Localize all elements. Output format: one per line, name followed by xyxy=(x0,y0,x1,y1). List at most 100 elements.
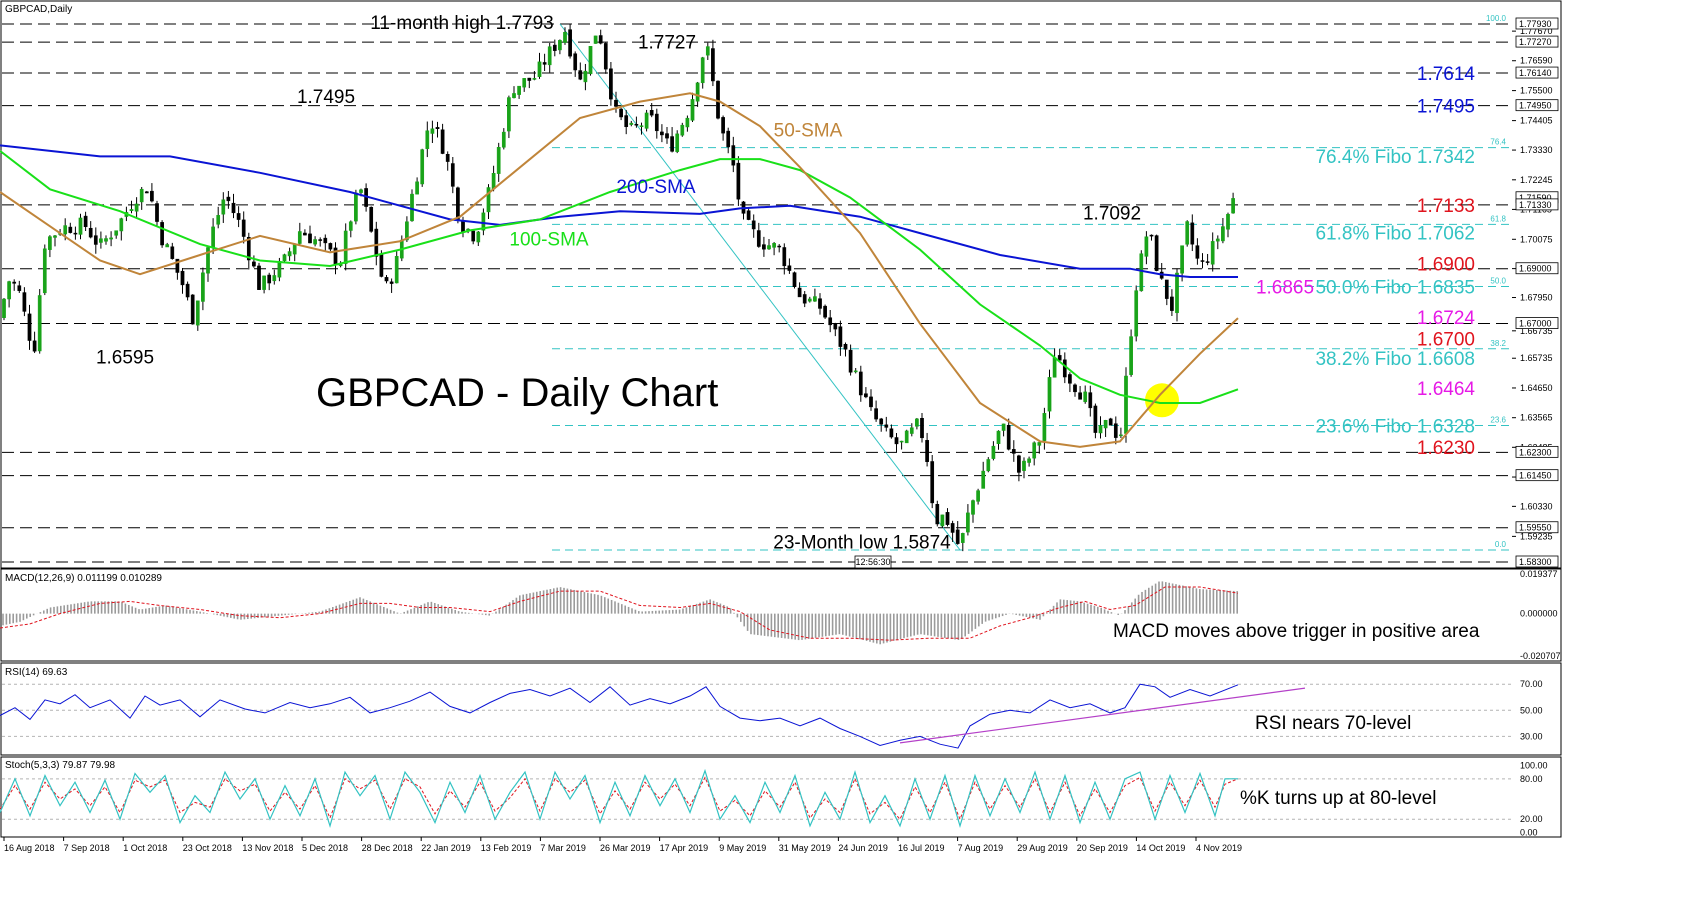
chart-annotation-label: 1.6595 xyxy=(96,347,154,368)
candle-body xyxy=(966,512,970,533)
price-axis: 1.77670 1.76590 1.75500 1.74405 1.73330 1.722… xyxy=(1512,17,1559,568)
candle-body xyxy=(476,231,481,243)
candle-body xyxy=(838,326,843,347)
rsi-annotation: RSI nears 70-level xyxy=(1255,713,1411,734)
candle-body xyxy=(583,70,588,83)
candle-body xyxy=(384,277,389,282)
candle-body xyxy=(976,490,980,502)
candle-body xyxy=(920,417,924,439)
candle-body xyxy=(491,172,496,190)
candle-body xyxy=(348,221,353,231)
price-level-box-label: 1.77270 xyxy=(1519,37,1552,47)
rsi-tick-label: 70.00 xyxy=(1520,679,1543,689)
candle-body xyxy=(996,430,1001,444)
candle-body xyxy=(1078,392,1082,400)
candle-body xyxy=(318,239,323,241)
candle-body xyxy=(1088,392,1093,409)
date-tick-label: 31 May 2019 xyxy=(779,843,831,853)
date-tick-label: 24 Jun 2019 xyxy=(838,843,888,853)
chart-annotation-label: 1.7727 xyxy=(638,32,696,53)
candle-body xyxy=(598,35,603,44)
candle-body xyxy=(1221,226,1225,242)
candle-body xyxy=(374,228,379,257)
price-tick-label: 1.74405 xyxy=(1520,116,1553,126)
candle-body xyxy=(853,370,858,373)
candle-body xyxy=(471,230,476,242)
candle-body xyxy=(165,244,170,248)
date-tick-label: 16 Jul 2019 xyxy=(898,843,945,853)
candle-body xyxy=(705,46,710,56)
stoch-tick-label: 80.00 xyxy=(1520,774,1543,784)
date-tick-label: 7 Mar 2019 xyxy=(540,843,586,853)
price-tick-label: 1.60330 xyxy=(1520,501,1553,511)
candle-body xyxy=(1149,234,1154,237)
date-tick-label: 7 Sep 2018 xyxy=(64,843,110,853)
candle-body xyxy=(894,437,899,445)
macd-tick-label: 0.000000 xyxy=(1520,609,1558,619)
candle-body xyxy=(573,53,578,71)
candle-body xyxy=(42,248,47,294)
candle-body xyxy=(762,244,766,250)
candle-body xyxy=(670,136,674,152)
candle-body xyxy=(879,418,884,425)
price-tick-label: 1.59235 xyxy=(1520,531,1553,541)
macd-indicator: 0.019377 0.000000 -0.020707 xyxy=(0,569,1561,661)
date-tick-label: 13 Feb 2019 xyxy=(481,843,532,853)
candle-body xyxy=(206,247,210,274)
date-axis: 16 Aug 2018 7 Sep 2018 1 Oct 2018 23 Oct 20… xyxy=(3,837,1242,853)
price-tick-label: 1.67950 xyxy=(1520,293,1553,303)
price-level-box xyxy=(1515,99,1559,112)
candle-body xyxy=(1027,458,1031,463)
candle-body xyxy=(1195,245,1200,259)
candle-body xyxy=(93,235,98,245)
symbol-label: GBPCAD,Daily xyxy=(5,4,72,15)
price-level-box xyxy=(1515,445,1559,458)
chart-annotation-label: 100-SMA xyxy=(509,229,589,250)
candle-body xyxy=(211,226,215,248)
candle-body xyxy=(354,192,358,222)
candle-body xyxy=(328,243,333,250)
price-tick-label: 1.76590 xyxy=(1520,56,1553,66)
candle-body xyxy=(1052,357,1057,378)
chart-annotation-label: 23-Month low 1.5874 xyxy=(773,532,951,553)
candle-body xyxy=(756,230,761,247)
candle-body xyxy=(695,82,700,102)
candle-body xyxy=(1017,455,1021,473)
candle-body xyxy=(797,287,802,298)
candle-body xyxy=(1098,425,1103,434)
candle-body xyxy=(129,209,134,211)
candle-body xyxy=(139,188,144,203)
candle-body xyxy=(1210,241,1215,265)
candle-body xyxy=(170,246,175,259)
price-level-box xyxy=(1515,17,1559,30)
candle-body xyxy=(1042,413,1047,441)
candle-body xyxy=(425,130,430,149)
candle-body xyxy=(262,275,266,290)
candle-body xyxy=(665,133,669,139)
candle-body xyxy=(369,206,374,232)
candle-body xyxy=(593,35,598,44)
candle-body xyxy=(909,427,914,434)
stoch-tick-label: 0.00 xyxy=(1520,828,1538,838)
candle-body xyxy=(461,221,465,233)
candle-body xyxy=(323,237,328,244)
price-panel-frame xyxy=(0,0,1562,569)
candle-body xyxy=(823,305,827,318)
candle-body xyxy=(1154,235,1159,271)
candle-body xyxy=(450,163,455,187)
candle-body xyxy=(1190,222,1195,245)
candle-body xyxy=(925,440,929,462)
price-tick-label: 1.64650 xyxy=(1520,383,1553,393)
candle-body xyxy=(675,133,680,152)
candle-body xyxy=(517,85,521,95)
candle-body xyxy=(527,77,532,81)
price-level-box xyxy=(1515,35,1559,48)
candle-body xyxy=(751,220,756,230)
candle-body xyxy=(17,285,22,291)
candle-body xyxy=(486,187,491,213)
price-level-box xyxy=(1515,521,1559,534)
level-label: 1.7614 xyxy=(1417,64,1476,85)
candle-body xyxy=(619,108,623,118)
candle-body xyxy=(833,323,838,330)
candle-body xyxy=(512,93,516,99)
